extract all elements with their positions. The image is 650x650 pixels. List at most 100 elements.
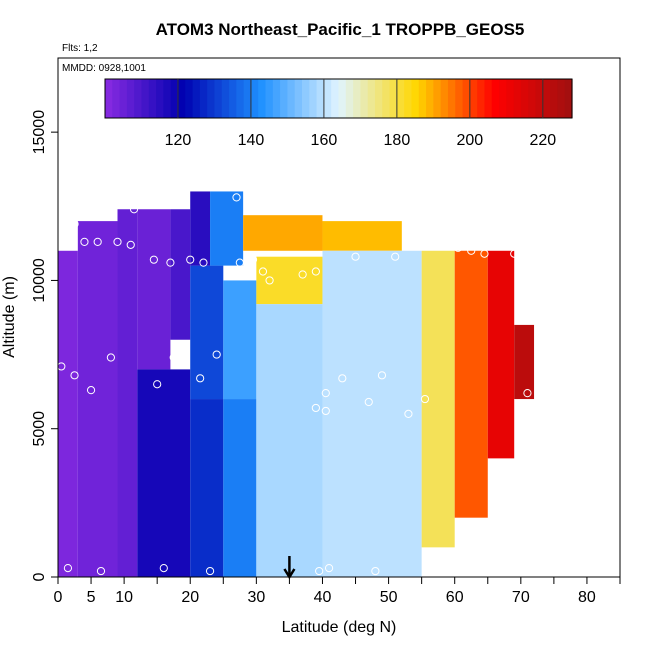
y-tick-label: 10000 bbox=[31, 258, 48, 303]
colorbar-swatch bbox=[338, 79, 347, 118]
observation-point bbox=[391, 252, 400, 261]
colorbar-tick-label: 220 bbox=[529, 132, 556, 149]
observation-point bbox=[232, 193, 241, 202]
colorbar-swatch bbox=[141, 79, 150, 118]
heatmap-cell bbox=[243, 215, 323, 251]
heatmap-cell bbox=[256, 256, 323, 305]
colorbar-swatch bbox=[353, 79, 361, 118]
colorbar-swatch bbox=[170, 79, 179, 118]
observation-point bbox=[106, 353, 115, 362]
observation-point bbox=[212, 350, 221, 359]
observation-point bbox=[265, 276, 274, 285]
heatmap-cell bbox=[117, 209, 138, 577]
x-tick-label: 5 bbox=[87, 589, 96, 606]
colorbar-swatch bbox=[112, 79, 121, 118]
observation-point bbox=[364, 397, 373, 407]
colorbar-swatch bbox=[491, 79, 500, 118]
observation-point bbox=[510, 249, 519, 258]
colorbar-swatch bbox=[199, 79, 208, 118]
observation-point bbox=[80, 237, 89, 246]
x-tick-label: 80 bbox=[578, 589, 596, 606]
colorbar-swatch bbox=[557, 79, 566, 118]
heatmap-cell bbox=[77, 221, 118, 577]
observation-point bbox=[338, 374, 347, 383]
observation-point bbox=[523, 389, 532, 398]
colorbar-tick-label: 140 bbox=[238, 132, 265, 149]
x-axis-label: Latitude (deg N) bbox=[282, 619, 397, 636]
observation-point bbox=[324, 564, 334, 573]
colorbar-swatch bbox=[411, 79, 420, 118]
observation-point bbox=[93, 237, 102, 246]
x-tick-label: 60 bbox=[446, 589, 464, 606]
observation-point bbox=[351, 252, 360, 261]
x-tick-label: 0 bbox=[54, 589, 63, 606]
colorbar-swatch bbox=[528, 79, 537, 118]
heatmap-cell bbox=[170, 209, 191, 340]
colorbar: 120 140 160 180 200 220 bbox=[104, 78, 573, 149]
heatmap-cell bbox=[514, 324, 535, 400]
latitude-arrow bbox=[283, 556, 296, 580]
observation-point bbox=[196, 374, 205, 383]
arrow-head bbox=[283, 568, 296, 580]
colorbar-swatch bbox=[462, 79, 471, 118]
heatmap-cell bbox=[322, 221, 402, 251]
colorbar-swatch bbox=[323, 79, 332, 118]
colorbar-tick-label: 160 bbox=[311, 132, 338, 149]
colorbar-swatch bbox=[163, 79, 172, 118]
observation-point bbox=[186, 255, 195, 264]
colorbar-swatch bbox=[119, 79, 128, 118]
observation-point bbox=[467, 246, 476, 255]
colorbar-swatch bbox=[520, 79, 529, 118]
colorbar-swatch bbox=[316, 79, 325, 118]
colorbar-swatch bbox=[564, 79, 573, 118]
observation-point bbox=[113, 237, 122, 246]
heatmap-field bbox=[58, 191, 535, 577]
x-tick-label: 70 bbox=[512, 589, 530, 606]
observation-point bbox=[371, 566, 380, 576]
colorbar-swatch bbox=[126, 79, 135, 118]
colorbar-swatch bbox=[484, 79, 493, 118]
heatmap-cell bbox=[487, 250, 515, 459]
observation-point bbox=[96, 566, 106, 576]
observation-point bbox=[311, 267, 320, 276]
colorbar-swatch bbox=[542, 79, 551, 118]
observation-point bbox=[311, 403, 320, 413]
heatmap-cell bbox=[454, 250, 488, 518]
colorbar-swatch bbox=[258, 79, 267, 118]
colorbar-swatch bbox=[404, 79, 413, 118]
chart-subtitle-dates: MMDD: 0928,1001 bbox=[62, 63, 146, 74]
colorbar-frame bbox=[104, 78, 573, 119]
axes: 0 5 10 20 30 40 50 60 70 80 0 5000 10000 15000 bbox=[31, 110, 621, 606]
observation-point bbox=[404, 409, 413, 418]
colorbar-swatch bbox=[477, 79, 486, 118]
colorbar-tick-label: 200 bbox=[456, 132, 483, 149]
colorbar-swatch bbox=[499, 79, 507, 118]
x-tick-label: 30 bbox=[247, 589, 265, 606]
colorbar-swatch bbox=[506, 79, 515, 118]
colorbar-swatch bbox=[345, 79, 354, 118]
y-tick-label: 5000 bbox=[31, 411, 48, 447]
x-tick-label: 40 bbox=[314, 589, 332, 606]
colorbar-swatch bbox=[148, 79, 157, 118]
colorbar-swatch bbox=[280, 79, 289, 118]
colorbar-swatch bbox=[287, 79, 296, 118]
observation-point bbox=[480, 249, 489, 258]
heatmap-cell bbox=[137, 369, 191, 577]
colorbar-swatch bbox=[250, 79, 259, 118]
observation-point bbox=[377, 371, 387, 380]
observation-point bbox=[420, 394, 430, 404]
observation-point bbox=[70, 371, 79, 380]
observation-point bbox=[298, 270, 307, 279]
colorbar-swatch bbox=[221, 79, 230, 118]
colorbar-swatch bbox=[447, 79, 456, 118]
heatmap-cell bbox=[421, 250, 455, 548]
observation-points bbox=[58, 193, 532, 576]
observation-point bbox=[235, 258, 244, 267]
observation-point bbox=[245, 205, 254, 214]
observation-point bbox=[199, 258, 208, 267]
colorbar-swatch bbox=[236, 79, 245, 118]
colorbar-swatch bbox=[374, 79, 383, 118]
colorbar-swatch bbox=[433, 79, 442, 118]
plot-frame bbox=[57, 57, 621, 578]
